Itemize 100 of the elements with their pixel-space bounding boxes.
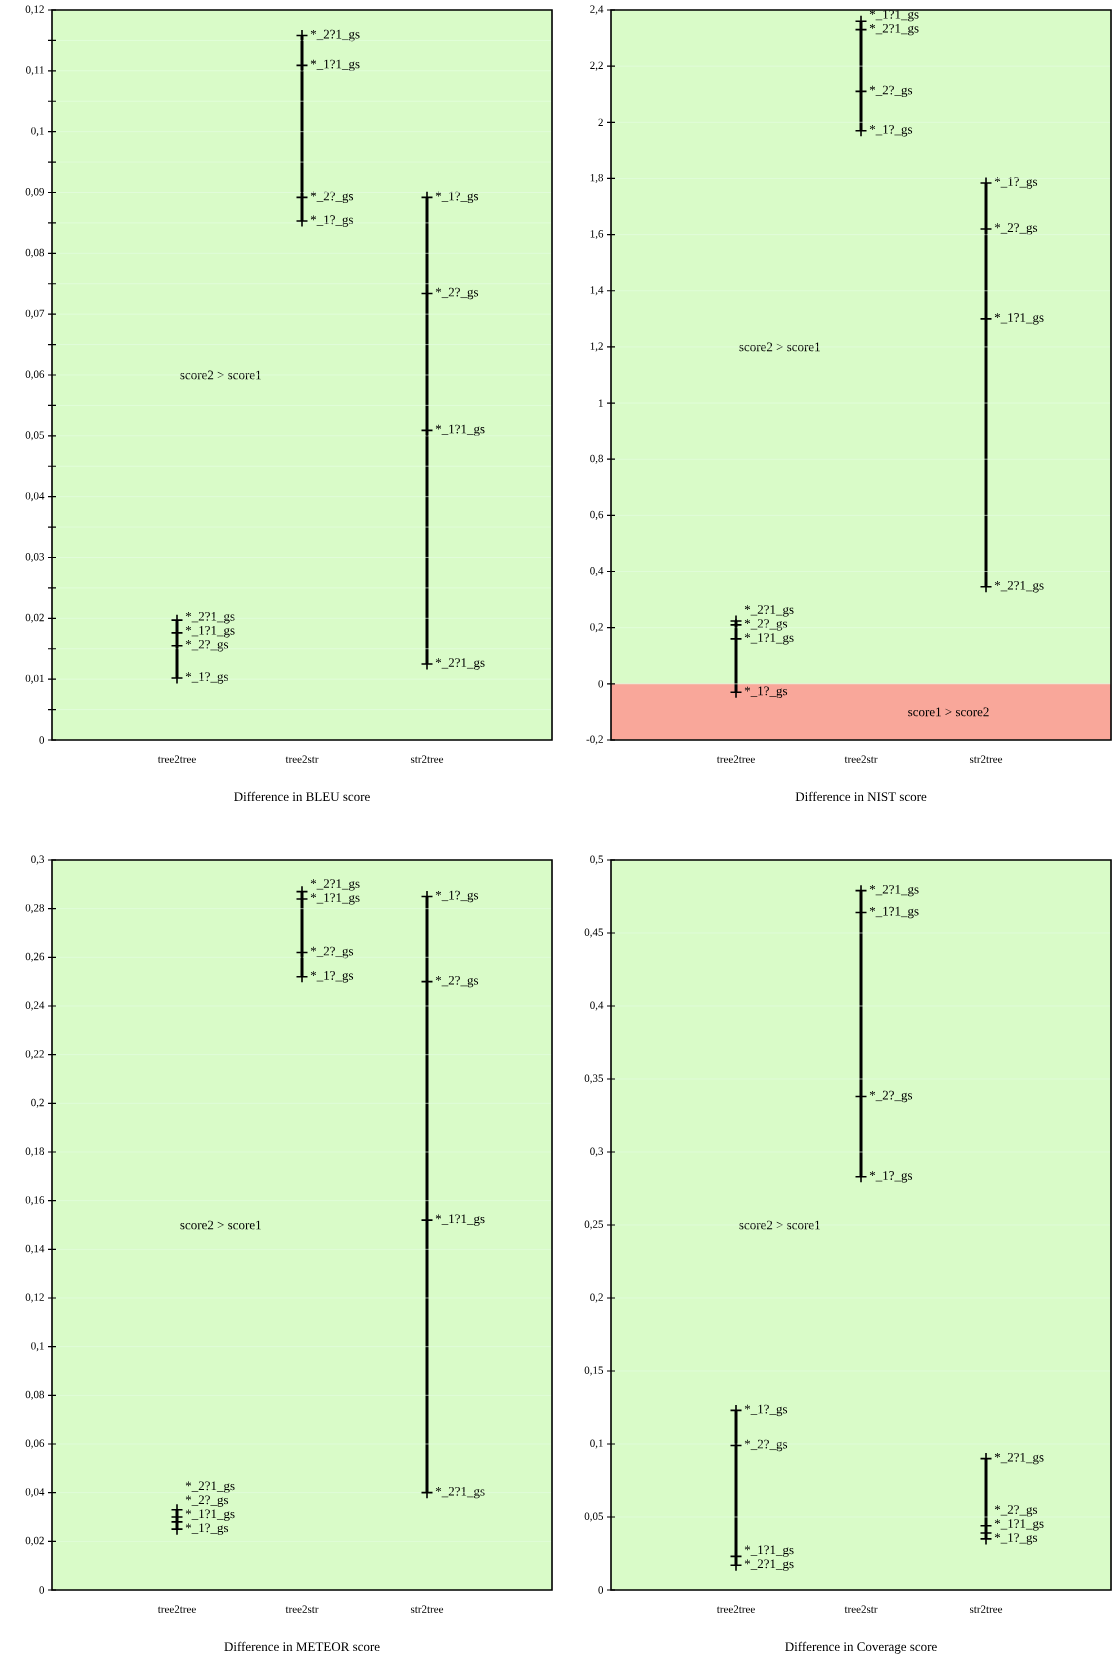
y-tick-label: 0,11 (26, 66, 44, 76)
y-tick-label: 0 (39, 736, 45, 744)
band-label: score1 > score2 (908, 707, 989, 717)
y-tick-label: 0,2 (31, 1098, 44, 1108)
text: *_1?_gs (185, 672, 229, 684)
text: *_2?_gs (994, 223, 1038, 235)
x-tick-label: tree2tree (716, 1605, 755, 1613)
y-tick-label: 0,4 (590, 1001, 604, 1011)
text: *_2?1_gs (744, 605, 794, 617)
text: *_2?1_gs (185, 1481, 235, 1493)
series-label: *_1?_gs (869, 125, 913, 137)
series-label: *_2?_gs (744, 1439, 788, 1452)
y-tick-label: 1,6 (590, 230, 604, 240)
y-tick-label: 0,08 (25, 248, 45, 258)
text: *_2?_gs (185, 639, 229, 652)
y-tick-label: 2,4 (590, 5, 604, 15)
y-tick-label: 0,45 (584, 928, 604, 938)
x-axis-title: Difference in NIST score (795, 791, 927, 802)
band-label: score2 > score1 (739, 342, 820, 352)
y-tick-label: 2 (598, 118, 603, 126)
text: *_1?_gs (744, 686, 788, 698)
y-tick-label: 0,05 (25, 431, 45, 441)
y-tick-label: 0,06 (25, 370, 45, 380)
text: *_2?_gs (994, 1505, 1038, 1517)
text: *_2?1_gs (994, 1452, 1044, 1465)
x-tick-label: str2tree (410, 755, 444, 763)
y-tick-label: 0,07 (25, 309, 45, 319)
text: *_1?1_gs (185, 625, 235, 638)
x-tick-label: str2tree (969, 1605, 1003, 1613)
series-label: *_1?1_gs (435, 1214, 485, 1226)
y-tick-label: 0,28 (25, 904, 45, 914)
band-label: score2 > score1 (180, 370, 261, 380)
text: *_2?_gs (869, 1090, 913, 1103)
y-tick-label: 0,5 (590, 855, 604, 865)
text: *_1?1_gs (185, 1509, 235, 1521)
text: *_2?1_gs (185, 611, 235, 624)
series-label: *_2?_gs (435, 287, 479, 300)
text: *_2?_gs (310, 191, 354, 204)
y-tick-label: 1,4 (590, 286, 604, 296)
y-tick-label: 0,12 (25, 5, 44, 15)
text: *_1?1_gs (994, 313, 1044, 325)
text: *_1?1_gs (310, 893, 360, 905)
text: *_2?1_gs (310, 29, 360, 42)
text: *_1?1_gs (744, 1545, 794, 1557)
text: *_1?1_gs (310, 59, 360, 72)
x-tick-label: tree2tree (157, 755, 196, 763)
y-tick-label: 0,02 (25, 1536, 44, 1546)
y-tick-label: 0,3 (31, 855, 45, 865)
y-tick-label: 0,16 (25, 1196, 45, 1206)
x-tick-label: tree2str (285, 755, 319, 763)
x-tick-label: str2tree (969, 755, 1003, 763)
series-label: *_2?1_gs (994, 580, 1044, 593)
x-tick-label: tree2str (844, 755, 878, 763)
x-axis-title: Difference in Coverage score (785, 1641, 937, 1654)
text: *_1?_gs (869, 1171, 913, 1183)
y-tick-label: 0,06 (25, 1439, 45, 1449)
y-tick-label: 0,35 (584, 1074, 604, 1084)
text: *_1?_gs (310, 971, 354, 983)
text: *_1?_gs (310, 215, 354, 227)
text: *_2?1_gs (310, 879, 360, 891)
series-label: *_2?1_gs (435, 658, 485, 670)
y-tick-label: 0,18 (25, 1147, 45, 1157)
y-tick-label: 1,8 (590, 173, 604, 183)
y-tick-label: 0,8 (590, 454, 604, 464)
series-label: *_1?1_gs (744, 633, 794, 645)
text: *_1?_gs (994, 177, 1038, 189)
y-tick-label: 2,2 (590, 61, 603, 71)
y-tick-label: 0,03 (25, 552, 45, 562)
y-tick-label: 0,1 (590, 1439, 603, 1449)
y-tick-label: 0 (39, 1586, 45, 1594)
y-tick-label: 0,26 (25, 952, 45, 962)
series-label: *_1?_gs (435, 890, 479, 903)
y-tick-label: 0,08 (25, 1390, 45, 1400)
y-tick-label: 0,02 (25, 613, 44, 623)
series-label: *_2?1_gs (435, 1486, 485, 1499)
y-tick-label: 0,25 (584, 1220, 604, 1230)
text: *_2?1_gs (869, 884, 919, 897)
y-tick-label: 0,05 (584, 1512, 604, 1522)
text: *_2?_gs (869, 85, 913, 98)
y-tick-label: 1,2 (590, 342, 603, 352)
text: *_1?1_gs (994, 1519, 1044, 1531)
series-label: *_1?1_gs (869, 906, 919, 919)
series-label: *_2?_gs (744, 619, 788, 631)
y-tick-label: -0,2 (586, 735, 603, 745)
series-label: *_2?_gs (435, 975, 479, 988)
y-tick-label: 0,04 (25, 1488, 45, 1498)
y-tick-label: 0,2 (590, 1293, 603, 1303)
y-tick-label: 0,14 (25, 1244, 45, 1254)
text: *_2?1_gs (869, 23, 919, 36)
band-label: score2 > score1 (180, 1220, 261, 1230)
y-tick-label: 0,24 (25, 1001, 45, 1011)
x-tick-label: tree2tree (157, 1605, 196, 1613)
y-tick-label: 0 (598, 680, 604, 688)
y-tick-label: 0,15 (584, 1366, 604, 1376)
series-label: *_1?1_gs (435, 424, 485, 437)
y-tick-label: 0,4 (590, 567, 604, 577)
x-axis-title: Difference in BLEU score (234, 791, 370, 802)
y-tick-label: 0,04 (25, 492, 45, 502)
x-tick-label: tree2str (844, 1605, 878, 1613)
text: *_1?_gs (994, 1533, 1038, 1545)
